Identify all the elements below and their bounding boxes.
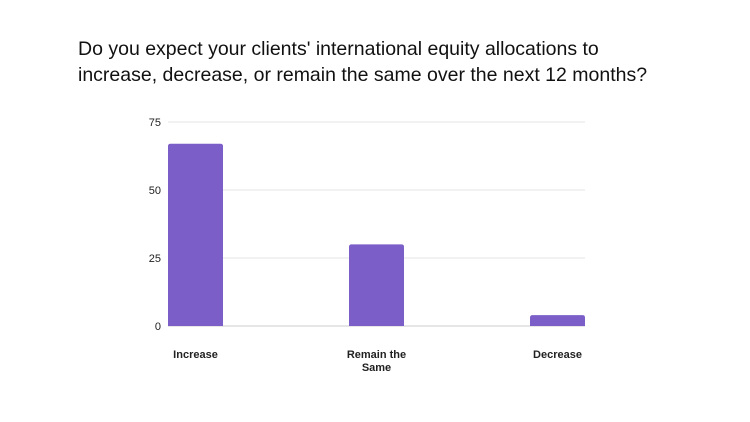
y-tick-label: 0 xyxy=(155,321,161,333)
y-tick-label: 75 xyxy=(149,117,161,129)
chart-title: Do you expect your clients' internationa… xyxy=(78,38,648,86)
bar xyxy=(168,143,223,326)
x-category-label: Remain the Same xyxy=(347,349,406,374)
bar xyxy=(530,315,585,326)
x-category-label: Decrease xyxy=(533,349,582,361)
x-category-label: Increase xyxy=(173,349,218,361)
y-tick-label: 50 xyxy=(149,185,161,197)
y-tick-label: 25 xyxy=(149,253,161,265)
bar xyxy=(349,244,404,326)
